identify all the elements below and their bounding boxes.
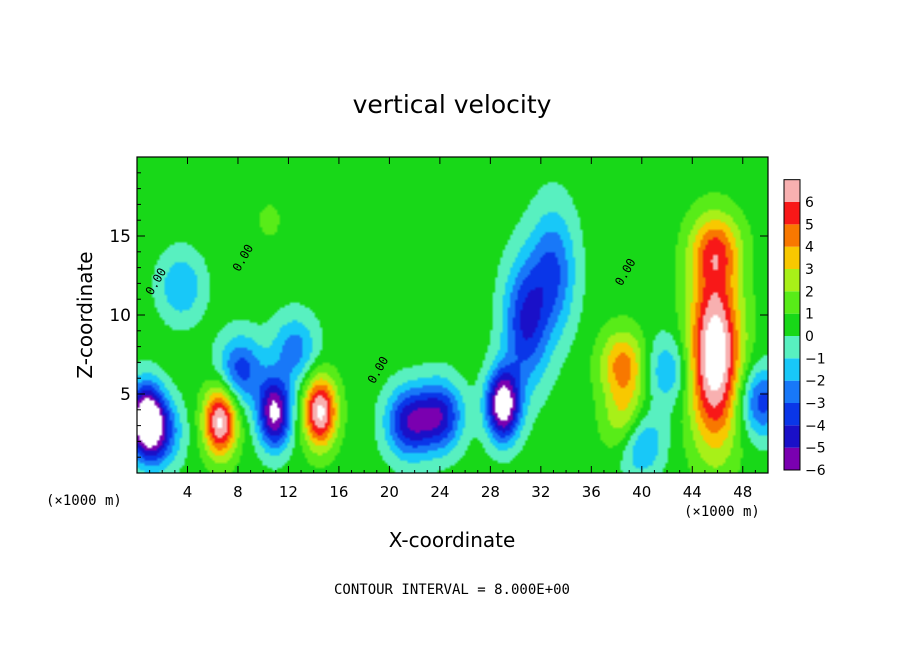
colorbar-label: 5 (805, 217, 814, 233)
colorbar-label: 3 (805, 262, 814, 278)
colorbar-label: 1 (805, 307, 814, 323)
x-axis-ticks: 4 8 12 16 20 24 28 32 36 40 44 48 (149, 157, 756, 501)
colorbar-swatch (784, 313, 800, 336)
y-tick-label: 15 (109, 227, 131, 247)
colorbar-swatch (784, 291, 800, 314)
contour-interval-note: CONTOUR INTERVAL = 8.000E+00 (334, 582, 570, 598)
x-axis-label: X-coordinate (389, 528, 516, 552)
x-tick-label: 24 (430, 483, 449, 501)
colorbar-label: 6 (805, 195, 814, 211)
velocity-field (137, 157, 768, 473)
colorbar-label: −5 (805, 441, 826, 457)
chart-title: vertical velocity (353, 90, 552, 119)
colorbar-swatch (784, 447, 800, 470)
colorbar-label: −6 (805, 463, 826, 479)
plot-area: 0.000.000.000.00 (137, 157, 768, 473)
x-tick-label: 40 (632, 483, 651, 501)
x-tick-label: 20 (380, 483, 399, 501)
colorbar-label: −1 (805, 351, 826, 367)
y-axis-ticks: 5 10 15 (109, 172, 768, 458)
colorbar-label: −4 (805, 418, 826, 434)
colorbar-swatch (784, 403, 800, 426)
colorbar-label: 4 (805, 240, 814, 256)
colorbar-label: −2 (805, 374, 826, 390)
x-tick-label: 12 (279, 483, 298, 501)
colorbar-label: 2 (805, 284, 814, 300)
colorbar-label: 0 (805, 329, 814, 345)
y-tick-label: 10 (109, 306, 131, 326)
x-tick-label: 4 (183, 483, 193, 501)
x-tick-label: 44 (683, 483, 702, 501)
colorbar-swatch (784, 179, 800, 202)
x-tick-label: 48 (733, 483, 752, 501)
y-tick-label: 5 (120, 385, 131, 405)
x-tick-label: 16 (329, 483, 348, 501)
colorbar-swatch (784, 358, 800, 381)
colorbar-label: −3 (805, 396, 826, 412)
x-unit-label-left: (×1000 m) (46, 493, 122, 509)
colorbar-swatch (784, 380, 800, 403)
x-tick-label: 8 (233, 483, 243, 501)
colorbar-swatch (784, 336, 800, 359)
colorbar-swatch (784, 425, 800, 448)
y-axis-label: Z-coordinate (73, 251, 97, 378)
colorbar-swatch (784, 224, 800, 247)
x-tick-label: 36 (582, 483, 601, 501)
colorbar-swatch (784, 202, 800, 225)
x-tick-label: 32 (531, 483, 550, 501)
colorbar: −6 −5 −4 −3 −2 −1 0 1 2 3 4 5 6 (783, 179, 826, 479)
x-unit-label-right: (×1000 m) (684, 504, 760, 520)
colorbar-frame (783, 179, 801, 471)
x-tick-label: 28 (481, 483, 500, 501)
colorbar-swatch (784, 246, 800, 269)
colorbar-swatch (784, 269, 800, 292)
